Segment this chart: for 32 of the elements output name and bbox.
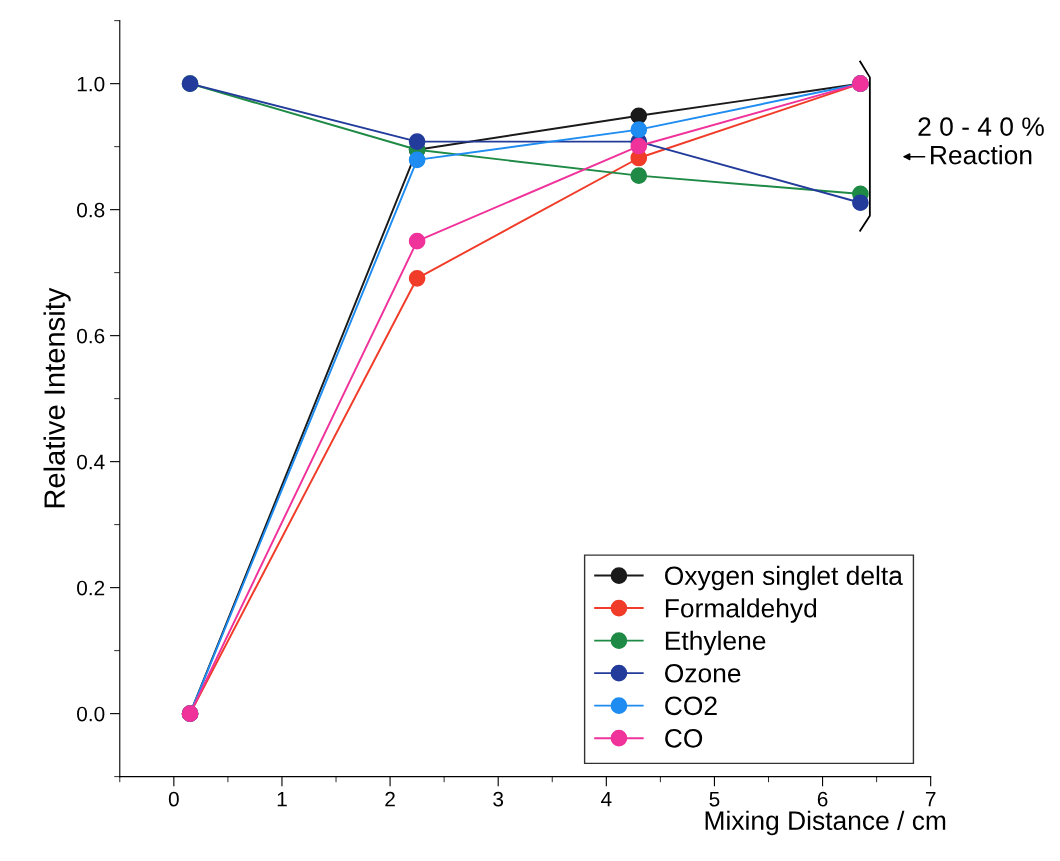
x-tick-label: 7 [925,791,936,807]
x-tick-label: 2 [385,791,395,807]
point [630,167,648,184]
x-axis-title: Mixing Distance / cm [705,810,946,836]
x-tick-label: 3 [493,791,504,807]
point [408,151,426,169]
point [630,137,648,155]
point [630,107,648,125]
legend-label: Formaldehyd [665,598,817,623]
point [852,194,869,212]
x-tick-label: 5 [709,791,720,807]
legend-label: Oxygen singlet delta [665,565,903,591]
x-tick-label: 4 [601,791,612,807]
y-tick-label: 0.4 [77,454,105,470]
y-tick-label: 0.8 [77,202,105,218]
point [408,133,426,150]
legend-label: Ozone [665,663,741,683]
x-tick-label: 6 [817,791,828,807]
point [630,121,648,138]
y-tick-label: 1.0 [77,76,105,92]
y-tick-label: 0.6 [77,328,105,344]
x-tick-label: 1 [277,791,287,807]
point [408,232,426,250]
legend-label: Ethylene [665,630,766,656]
point [408,269,426,287]
x-tick-label: 0 [168,791,179,807]
annotation: 2 0 - 4 0 % Reaction [918,117,1044,165]
legend-label: CO2 [665,696,717,716]
y-tick-label: 0.2 [77,580,105,596]
y-axis-title: Relative Intensity [43,287,71,508]
y-tick-label: 0.0 [77,706,105,722]
legend-label: CO [665,728,703,748]
